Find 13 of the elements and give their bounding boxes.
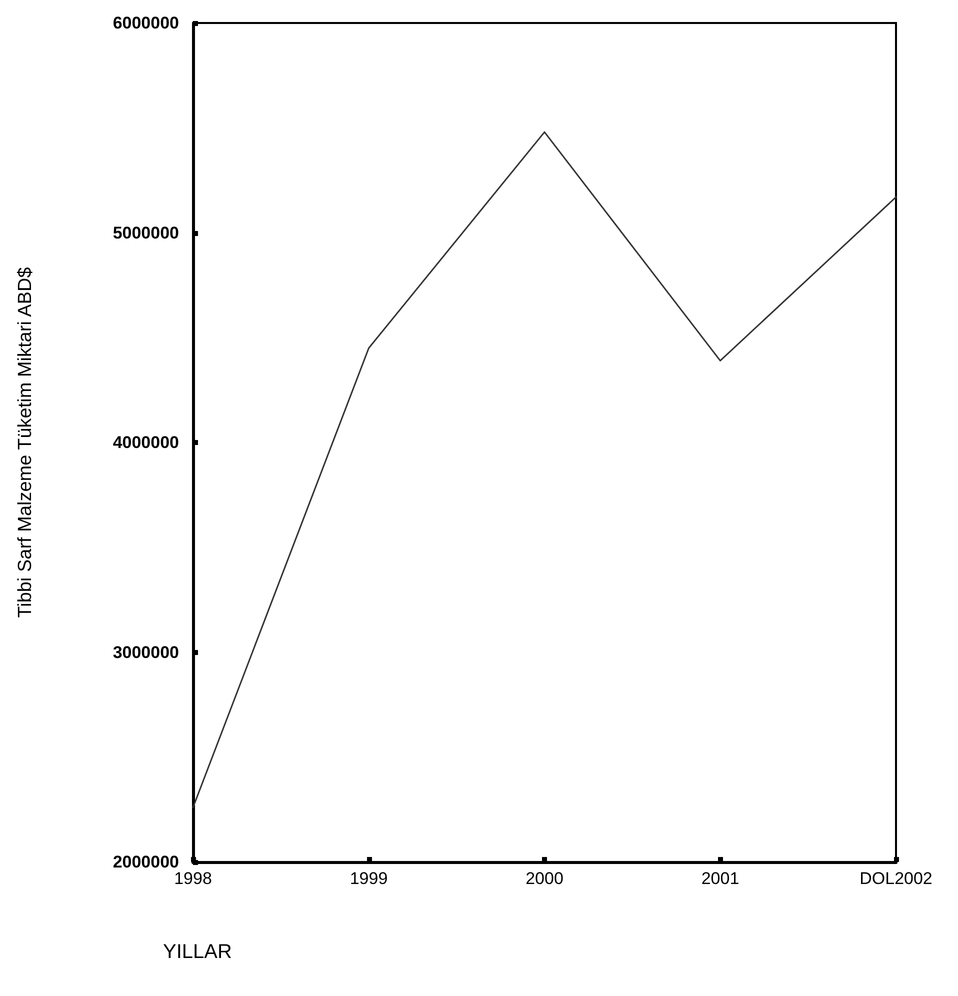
x-tick-label: 2001 <box>701 869 740 888</box>
y-tick-label: 3000000 <box>112 642 179 662</box>
x-tick-label: 2000 <box>526 869 564 888</box>
line-series <box>192 131 897 808</box>
x-axis-title: YILLAR <box>163 941 232 963</box>
x-tick-label: DOL2002 <box>860 869 932 888</box>
x-tick-label: 1998 <box>174 869 212 888</box>
y-tick-label: 6000000 <box>112 14 179 32</box>
y-tick-label: 4000000 <box>112 433 179 452</box>
y-tick-label: 5000000 <box>112 223 179 242</box>
x-tick-label: 1999 <box>350 869 388 888</box>
y-axis-title: Tibbi Sarf Malzeme Tüketim Miktari ABD$ <box>15 266 36 618</box>
y-tick-label: 2000000 <box>112 852 179 872</box>
